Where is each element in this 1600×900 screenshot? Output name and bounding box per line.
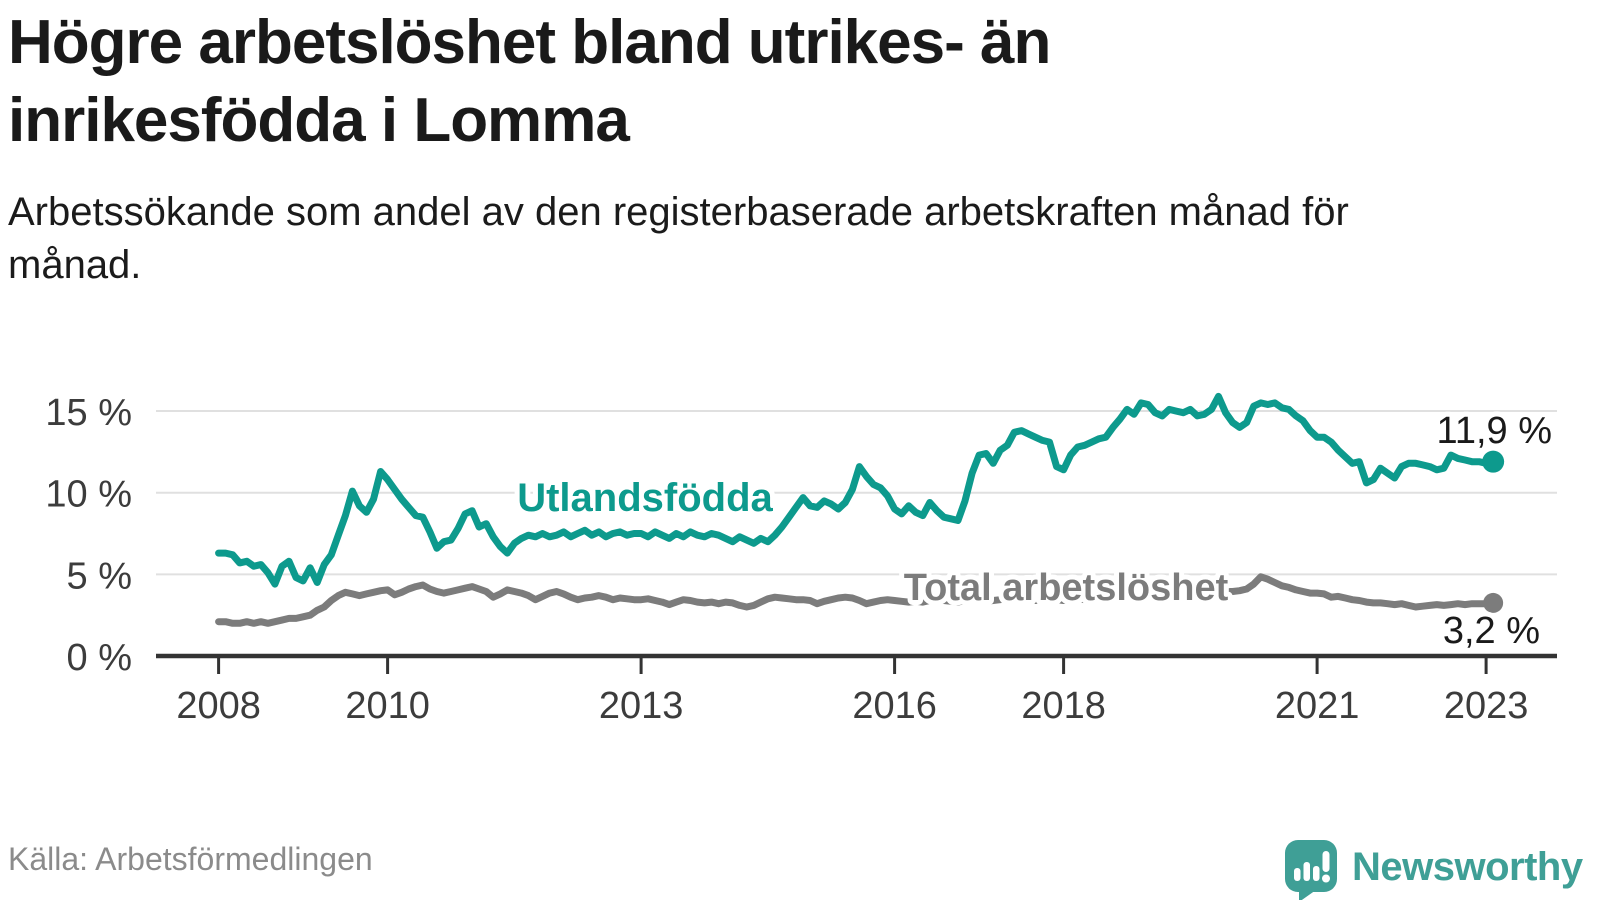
source-note: Källa: Arbetsförmedlingen	[8, 841, 373, 877]
unemployment-line-chart: 2008 2010 2013 2016 2018 2021 2023 0 % 5 % 10 % 15…	[45, 392, 1557, 727]
series-line-total-arbetsl-shet	[215, 573, 1497, 627]
newsworthy-logo-icon	[1285, 840, 1337, 900]
x-axis-tick-label-2008: 2008	[176, 685, 261, 727]
x-axis-tick-label-2016: 2016	[852, 685, 937, 727]
y-axis-tick-label-15: 15 %	[45, 392, 132, 434]
y-axis-tick-label-10: 10 %	[45, 474, 132, 516]
x-axis-tick-label-2010: 2010	[345, 685, 430, 727]
end-dot-utlandsf-dda	[1482, 450, 1505, 473]
x-axis-tick-label-2023: 2023	[1444, 685, 1529, 727]
x-axis-tick-label-2021: 2021	[1275, 685, 1360, 727]
series-label-utlandsf-dda: Utlandsfödda	[517, 476, 773, 520]
end-value-label-total: 3,2 %	[1443, 610, 1540, 652]
series-line-utlandsf-dda	[215, 392, 1497, 588]
end-dot-total-arbetsl-shet	[1483, 592, 1504, 613]
end-value-label-utlandsfodda: 11,9 %	[1437, 410, 1552, 452]
y-axis-tick-label-0: 0 %	[67, 637, 132, 679]
series-label-total-arbetsl-shet: Total arbetslöshet	[904, 567, 1229, 609]
x-axis-tick-label-2018: 2018	[1021, 685, 1106, 727]
newsworthy-brand: Newsworthy	[1285, 840, 1583, 900]
y-axis-tick-label-5: 5 %	[67, 555, 132, 597]
x-axis-tick-label-2013: 2013	[599, 685, 684, 727]
chart-title: Högre arbetslöshet bland utrikes- än inr…	[8, 8, 1051, 156]
newsworthy-wordmark: Newsworthy	[1352, 845, 1583, 889]
chart-subtitle: Arbetssökande som andel av den registerb…	[8, 190, 1349, 288]
